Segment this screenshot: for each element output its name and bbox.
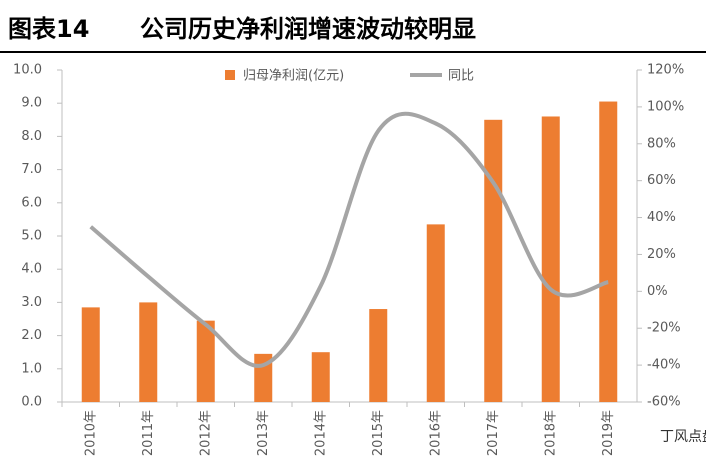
y2-tick-label: -60% xyxy=(647,395,681,410)
y-tick-label: 10.0 xyxy=(13,63,42,78)
line xyxy=(89,111,609,368)
y-tick-label: 2.0 xyxy=(21,328,42,343)
y-tick-label: 6.0 xyxy=(21,195,42,210)
bar xyxy=(196,320,215,402)
x-tick-label: 2018年 xyxy=(543,410,558,456)
y2-tick-label: 20% xyxy=(647,247,676,262)
y-tick-label: 5.0 xyxy=(21,229,42,244)
x-tick-label: 2010年 xyxy=(83,410,98,456)
y2-tick-label: 60% xyxy=(647,173,676,188)
y-tick-label: 7.0 xyxy=(21,162,42,177)
legend-label: 归母净利润(亿元) xyxy=(243,69,344,84)
y-tick-label: 1.0 xyxy=(21,361,42,376)
chart-title-label: 图表14 xyxy=(8,15,89,43)
bar xyxy=(369,309,388,402)
x-tick-label: 2013年 xyxy=(256,410,271,456)
y-tick-label: 3.0 xyxy=(21,295,42,310)
bar xyxy=(541,116,560,402)
y2-tick-label: -40% xyxy=(647,358,681,373)
bar xyxy=(599,101,618,402)
y2-tick-label: -20% xyxy=(647,321,681,336)
bar xyxy=(484,119,503,403)
y2-tick-label: 120% xyxy=(647,63,684,78)
bar xyxy=(139,302,158,402)
watermark: 丁风点盘 xyxy=(660,428,706,445)
bar xyxy=(81,307,100,402)
x-tick-label: 2019年 xyxy=(601,410,616,456)
bar xyxy=(426,224,445,402)
legend-swatch xyxy=(225,70,235,80)
y2-tick-label: 40% xyxy=(647,210,676,225)
y2-tick-label: 80% xyxy=(647,136,676,151)
x-tick-label: 2016年 xyxy=(428,410,443,456)
x-tick-label: 2011年 xyxy=(141,410,156,456)
y-tick-label: 8.0 xyxy=(21,129,42,144)
bar xyxy=(311,352,330,402)
x-tick-label: 2017年 xyxy=(486,410,501,456)
y-tick-label: 4.0 xyxy=(21,262,42,277)
y2-tick-label: 100% xyxy=(647,99,684,114)
chart-title: 公司历史净利润增速波动较明显 xyxy=(140,15,476,43)
legend-label: 同比 xyxy=(448,69,474,84)
y-tick-label: 0.0 xyxy=(21,395,42,410)
x-tick-label: 2015年 xyxy=(371,410,386,456)
x-tick-label: 2014年 xyxy=(313,410,328,456)
y2-tick-label: 0% xyxy=(647,284,668,299)
y-tick-label: 9.0 xyxy=(21,96,42,111)
x-tick-label: 2012年 xyxy=(198,410,213,456)
